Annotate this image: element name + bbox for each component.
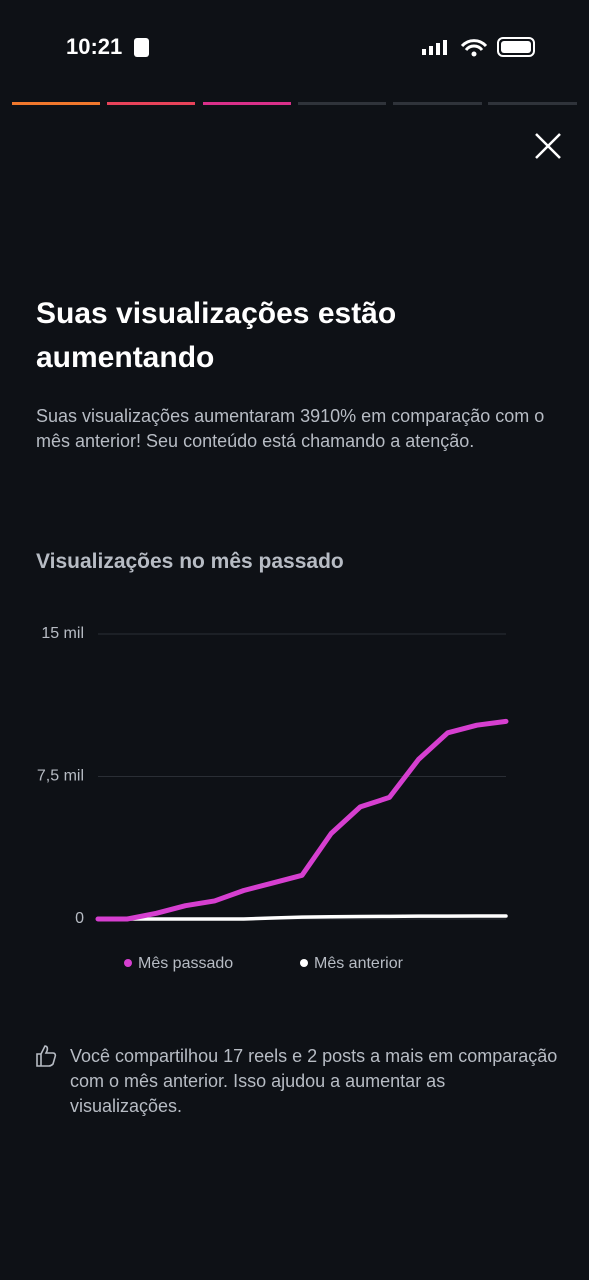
y-tick-label: 7,5 mil <box>37 768 84 785</box>
series-line <box>95 718 509 922</box>
footnote: Você compartilhou 17 reels e 2 posts a m… <box>70 1046 558 1116</box>
top-bar <box>12 37 577 159</box>
progress-segment <box>393 102 482 105</box>
thumbs-up-icon <box>36 1045 57 1067</box>
status-time: 10:21 <box>66 34 123 59</box>
wifi-icon <box>460 39 488 52</box>
progress-segment <box>298 102 386 105</box>
legend-marker <box>124 959 132 967</box>
progress-segment <box>12 102 100 105</box>
battery <box>497 37 535 57</box>
description: Suas visualizações aumentaram 3910% em c… <box>36 406 545 451</box>
y-tick-label: 15 mil <box>41 625 84 642</box>
legend-label: Mês passado <box>138 955 233 972</box>
y-tick-label: 0 <box>75 910 84 927</box>
chart-title: Visualizações no mês passado <box>36 550 344 573</box>
status-icon <box>134 38 149 57</box>
series-line <box>96 914 508 921</box>
wifi-dot <box>471 51 477 57</box>
progress-segment <box>203 102 291 105</box>
progress-segment <box>488 102 577 105</box>
signal-icon <box>422 40 447 55</box>
legend-label: Mês anterior <box>314 955 404 972</box>
close-button[interactable] <box>535 133 561 159</box>
heading: Suas visualizações estão aumentando <box>36 297 397 374</box>
legend-marker <box>300 959 308 967</box>
chart: 0 7,5 mil 15 mil Mês passado Mês anterior <box>37 625 509 972</box>
progress-segment <box>107 102 195 105</box>
battery-level <box>501 41 531 53</box>
